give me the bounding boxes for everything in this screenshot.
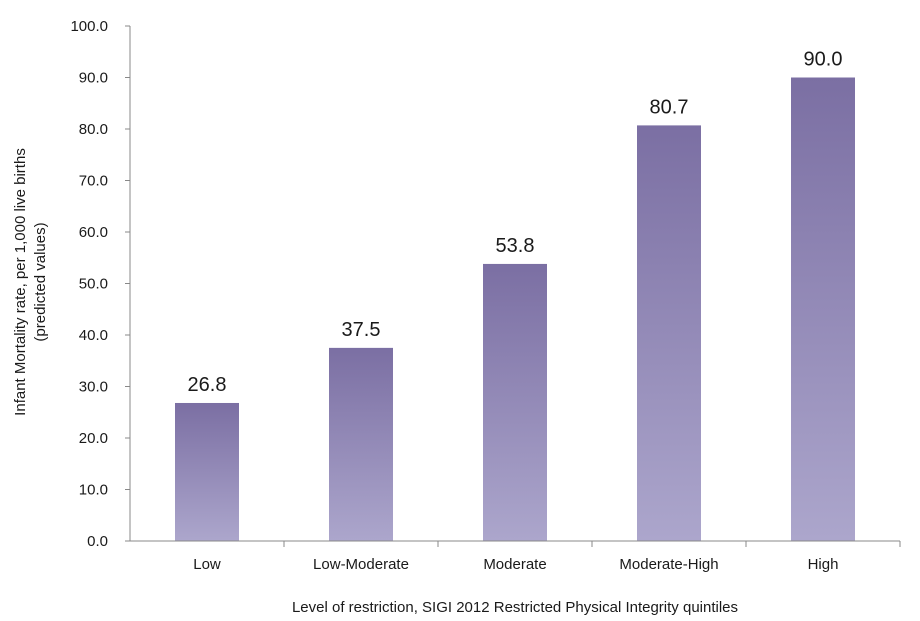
x-tick-label: Moderate bbox=[483, 556, 546, 573]
y-tick-label: 40.0 bbox=[79, 327, 108, 344]
x-tick-label: Low-Moderate bbox=[313, 556, 409, 573]
bar-low bbox=[175, 402, 239, 541]
x-tick-label: Moderate-High bbox=[619, 556, 718, 573]
y-axis-title-line-2: (predicted values) bbox=[32, 222, 49, 341]
bar-high bbox=[791, 77, 855, 541]
y-tick-label: 0.0 bbox=[87, 533, 108, 550]
y-tick-label: 80.0 bbox=[79, 121, 108, 138]
data-label: 53.8 bbox=[496, 235, 535, 257]
y-tick-label: 70.0 bbox=[79, 173, 108, 190]
y-tick-label: 90.0 bbox=[79, 70, 108, 87]
y-axis-ticks: 0.0 10.0 20.0 30.0 40.0 50.0 60.0 70.0 80.0 90.0 1… bbox=[70, 18, 130, 550]
y-axis-title: Infant Mortality rate, per 1,000 live bi… bbox=[12, 148, 49, 416]
data-label: 80.7 bbox=[650, 96, 689, 118]
y-tick-label: 20.0 bbox=[79, 430, 108, 447]
x-axis-ticks: Low Low-Moderate Moderate Moderate-High High bbox=[193, 541, 901, 573]
y-tick-label: 30.0 bbox=[79, 379, 108, 396]
x-axis-title: Level of restriction, SIGI 2012 Restrict… bbox=[292, 599, 738, 616]
data-labels: 26.8 37.5 53.8 80.7 90.0 bbox=[188, 49, 843, 396]
bar-moderate-high bbox=[637, 125, 701, 542]
data-label: 90.0 bbox=[804, 49, 843, 71]
bars bbox=[175, 77, 855, 542]
bar-moderate bbox=[483, 263, 547, 541]
x-tick-label: Low bbox=[193, 556, 221, 573]
y-axis-title-line-1: Infant Mortality rate, per 1,000 live bi… bbox=[12, 148, 29, 416]
y-tick-label: 60.0 bbox=[79, 224, 108, 241]
y-tick-label: 10.0 bbox=[79, 482, 108, 499]
y-tick-label: 100.0 bbox=[70, 18, 108, 35]
data-label: 37.5 bbox=[342, 319, 381, 341]
y-tick-label: 50.0 bbox=[79, 276, 108, 293]
x-tick-label: High bbox=[808, 556, 839, 573]
data-label: 26.8 bbox=[188, 374, 227, 396]
bar-low-moderate bbox=[329, 347, 393, 541]
